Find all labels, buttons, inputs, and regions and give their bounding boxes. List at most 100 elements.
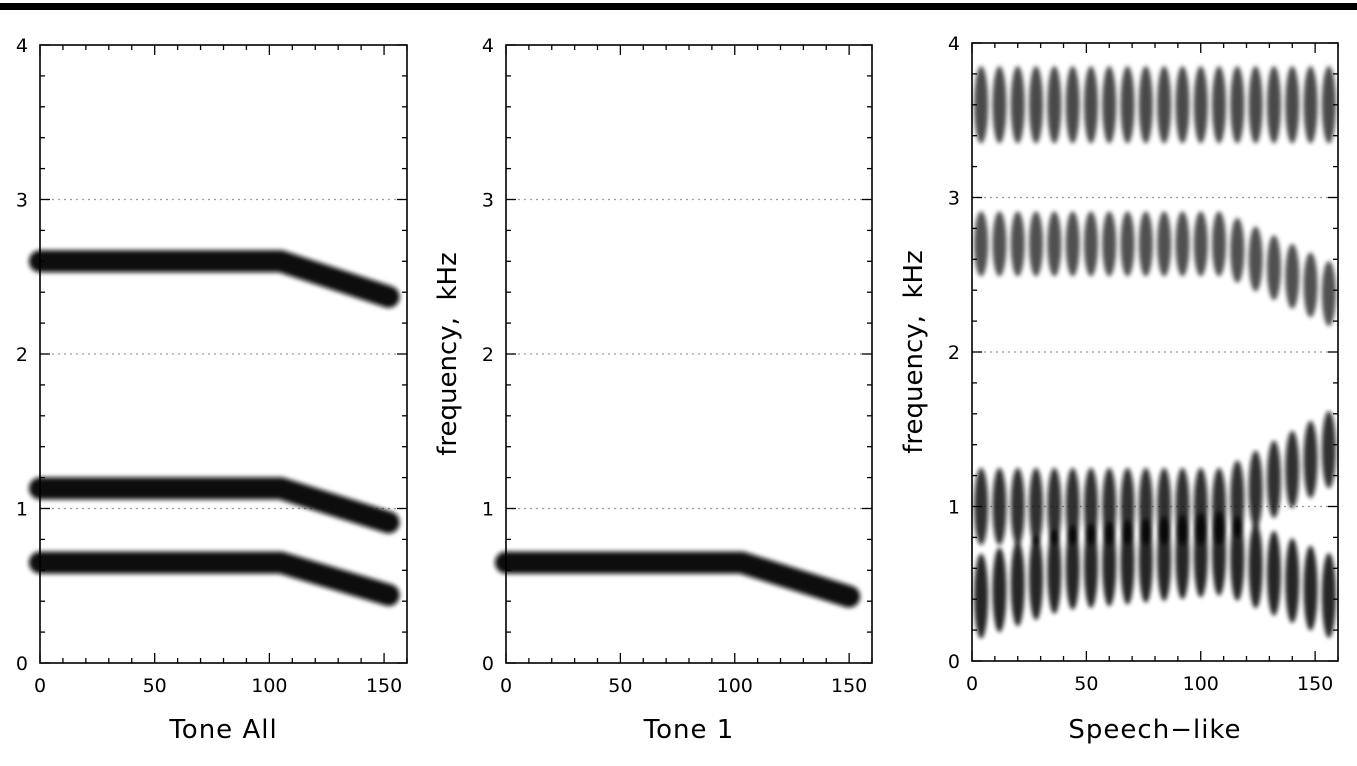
formant-pulse: [1157, 66, 1171, 143]
formant-pulse: [992, 547, 1006, 632]
panel-caption: Tone All: [168, 715, 277, 745]
formant-pulse: [1066, 211, 1080, 276]
formant-pulse: [1047, 529, 1061, 614]
formant-pulse: [1084, 66, 1098, 143]
formant-pulse: [1304, 421, 1318, 498]
formant-pulse: [1066, 525, 1080, 610]
y-tick-label: 3: [948, 188, 960, 210]
formant-pulse: [1029, 211, 1043, 276]
formant-pulse: [1066, 66, 1080, 143]
formant-pulse: [1011, 211, 1025, 276]
x-tick-label: 150: [831, 675, 867, 697]
formant-pulse: [1029, 535, 1043, 620]
formant-pulse: [1157, 211, 1171, 276]
formant-pulse: [1084, 523, 1098, 608]
formant-pulse: [1121, 66, 1135, 143]
x-tick-label: 0: [34, 675, 46, 697]
y-tick-label: 2: [482, 344, 494, 366]
formant-pulse: [1249, 227, 1263, 292]
formant-pulse: [974, 211, 988, 276]
formant-pulse: [1047, 211, 1061, 276]
formant-pulse: [1029, 468, 1043, 545]
formant-pulse: [1175, 66, 1189, 143]
y-tick-label: 0: [16, 653, 28, 675]
formant-pulse: [1285, 431, 1299, 508]
formant-pulse: [1267, 66, 1281, 143]
formant-pulse: [1175, 211, 1189, 276]
x-tick-label: 50: [1074, 673, 1098, 695]
y-tick-label: 0: [948, 651, 960, 673]
panel-caption: Speech−like: [1068, 715, 1241, 745]
y-axis-label: frequency, kHz: [899, 250, 929, 453]
x-tick-label: 100: [251, 675, 287, 697]
y-axis-label: frequency, kHz: [433, 252, 463, 455]
y-tick-label: 4: [16, 35, 28, 57]
formant-pulse: [1121, 211, 1135, 276]
formant-pulse: [1230, 218, 1244, 283]
panel-3: 0 50 100 150 0 1 2 3 4 Speech−like frequency, kHz: [899, 33, 1338, 745]
formant-pulse: [1322, 261, 1336, 326]
x-tick-label: 50: [608, 675, 632, 697]
x-tick-label: 100: [717, 675, 753, 697]
formant-pulse: [1249, 451, 1263, 528]
formant-pulse: [1047, 66, 1061, 143]
y-tick-label: 2: [948, 342, 960, 364]
formant-pulse: [1322, 411, 1336, 488]
formant-pulse: [1029, 66, 1043, 143]
formant-pulse: [1102, 66, 1116, 143]
x-tick-label: 0: [966, 673, 978, 695]
y-tick-label: 4: [482, 35, 494, 57]
tone-band-3: [40, 563, 389, 595]
formant-pulse: [992, 66, 1006, 143]
formant-pulse: [1102, 211, 1116, 276]
formant-pulse: [1139, 66, 1153, 143]
y-tick-label: 2: [16, 344, 28, 366]
formant-pulse: [1011, 541, 1025, 626]
formant-pulse: [1304, 253, 1318, 318]
formant-pulse: [1304, 66, 1318, 143]
tone-band-1: [40, 261, 389, 297]
formant-pulse: [1267, 441, 1281, 518]
y-tick-label: 0: [482, 653, 494, 675]
formant-pulse: [1212, 511, 1226, 596]
x-tick-label: 0: [500, 675, 512, 697]
formant-pulse: [1194, 211, 1208, 276]
panel-2: 0 50 100 150 0 1 2 3 4 Tone 1 frequency, kHz: [433, 35, 872, 745]
formant-pulse: [1212, 66, 1226, 143]
formant-pulse: [1139, 211, 1153, 276]
formant-pulse: [1249, 523, 1263, 608]
formant-pulse: [1139, 518, 1153, 603]
formant-pulse: [1011, 468, 1025, 545]
formant-pulse: [1102, 521, 1116, 606]
y-tick-label: 3: [482, 190, 494, 212]
formant-pulse: [992, 468, 1006, 545]
y-tick-label: 3: [16, 190, 28, 212]
formant-pulse: [1322, 553, 1336, 638]
x-tick-label: 50: [143, 675, 167, 697]
formant-pulse: [1285, 244, 1299, 309]
formant-pulse: [1285, 66, 1299, 143]
formant-pulse: [1230, 66, 1244, 143]
formant-pulse: [1011, 66, 1025, 143]
formant-pulse: [1267, 235, 1281, 300]
y-tick-label: 1: [16, 499, 28, 521]
y-tick-label: 4: [948, 33, 960, 55]
tone-band-3: [506, 563, 849, 597]
y-tick-label: 1: [948, 497, 960, 519]
x-tick-label: 150: [1297, 673, 1333, 695]
formant-pulse: [1304, 546, 1318, 631]
formant-pulse: [992, 211, 1006, 276]
formant-pulse: [1285, 538, 1299, 623]
formant-pulse: [1121, 520, 1135, 605]
formant-pulse: [1157, 516, 1171, 601]
formant-pulse: [974, 554, 988, 639]
panel-1: 0 50 100 150 0 1 2 3 4 Tone All: [16, 35, 407, 745]
formant-pulse: [1194, 66, 1208, 143]
formant-pulse: [1084, 211, 1098, 276]
formant-pulse: [1230, 516, 1244, 601]
y-tick-label: 1: [482, 499, 494, 521]
formant-pulse: [1175, 514, 1189, 599]
formant-pulse: [1267, 531, 1281, 616]
tone-band-2: [40, 488, 389, 522]
